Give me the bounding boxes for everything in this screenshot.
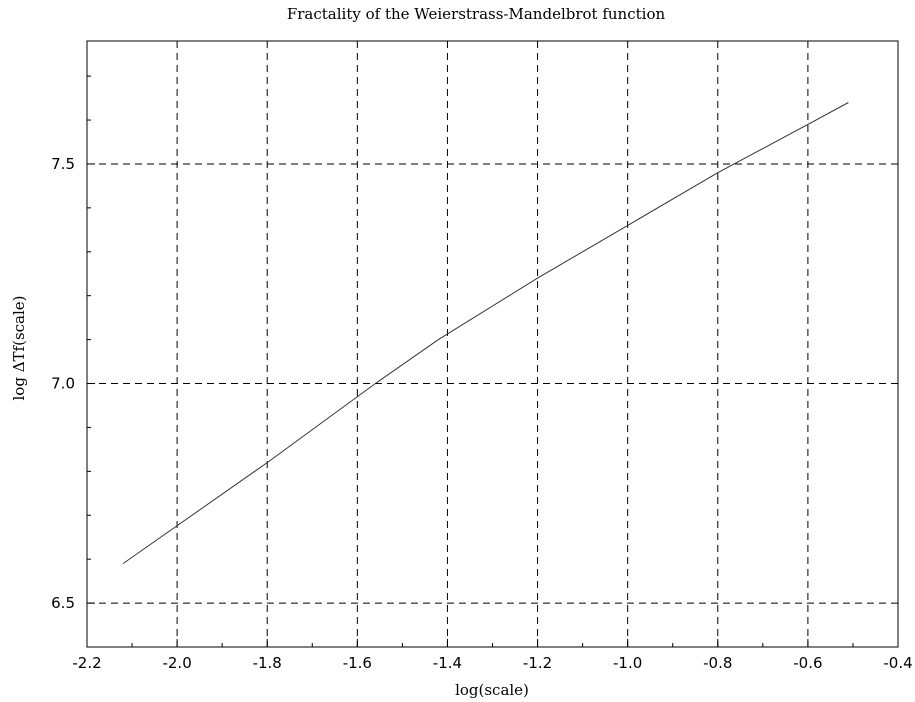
x-tick-label-3: -1.6 xyxy=(343,654,372,672)
x-tick-label-2: -1.8 xyxy=(253,654,282,672)
y-tick-label-2: 7.5 xyxy=(51,155,75,173)
x-axis-label: log(scale) xyxy=(455,681,529,699)
y-axis-label: log ΔTf(scale) xyxy=(10,295,28,400)
y-tick-label-1: 7.0 xyxy=(51,375,75,393)
x-tick-label-0: -2.2 xyxy=(72,654,101,672)
x-tick-labels: -2.2 -2.0 -1.8 -1.6 -1.4 -1.2 -1.0 -0.8 -0.6 -0.4 xyxy=(72,654,912,672)
y-tick-label-0: 6.5 xyxy=(51,594,75,612)
series xyxy=(122,102,849,565)
series-line-0 xyxy=(122,102,849,565)
x-tick-label-5: -1.2 xyxy=(523,654,552,672)
x-tick-label-6: -1.0 xyxy=(613,654,642,672)
x-tick-label-7: -0.8 xyxy=(703,654,732,672)
grid xyxy=(87,41,898,647)
plot-frame xyxy=(86,40,899,648)
x-tick-label-8: -0.6 xyxy=(793,654,822,672)
chart-title: Fractality of the Weierstrass-Mandelbrot… xyxy=(287,5,666,23)
x-tick-label-9: -0.4 xyxy=(883,654,912,672)
axis-ticks xyxy=(86,75,899,648)
x-tick-label-4: -1.4 xyxy=(433,654,462,672)
x-tick-label-1: -2.0 xyxy=(162,654,191,672)
y-tick-labels: 6.5 7.0 7.5 xyxy=(51,155,75,612)
